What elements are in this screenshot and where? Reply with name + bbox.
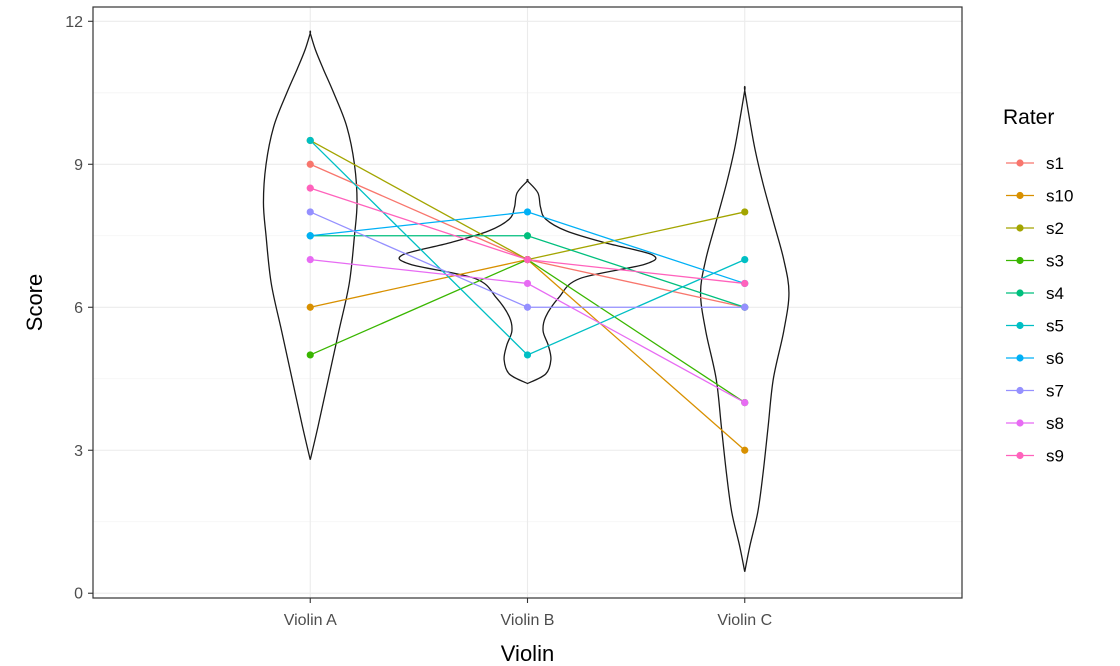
legend-key-point-s3 [1016,256,1024,265]
legend-key-point-s10 [1016,191,1024,200]
legend-label-s7: s7 [1046,382,1064,401]
violins [262,30,790,572]
x-tick-label: Violin C [717,612,772,629]
y-tick-label: 3 [74,443,83,460]
legend-label-s6: s6 [1046,349,1064,368]
data-point-s8-2 [523,279,532,288]
data-point-s6-1 [306,232,314,240]
data-point-s8-3 [741,398,749,407]
violin-violin-c [699,85,790,572]
legend-label-s2: s2 [1046,219,1064,238]
data-point-s9-2 [523,256,532,264]
legend-key-point-s1 [1016,159,1024,167]
data-point-s6-2 [523,208,532,216]
data-point-s10-1 [306,303,314,311]
y-tick-label: 0 [74,586,83,603]
legend-label-s9: s9 [1046,447,1064,466]
legend-key-point-s7 [1016,386,1024,395]
data-point-s7-3 [741,303,749,311]
data-point-s4-2 [523,232,532,240]
data-point-s7-1 [306,208,314,216]
legend-label-s10: s10 [1046,187,1073,206]
axes: 0 3 6 9 12 Violin A Violin B Violin C [65,14,772,629]
data-point-s5-3 [741,256,749,264]
legend-key-point-s5 [1016,321,1024,330]
data-point-s9-1 [306,184,314,192]
grid [93,7,962,598]
y-tick-label: 6 [74,300,83,317]
legend-key-point-s2 [1016,224,1024,232]
legend: Rater s1 s10 s2 s3 s4 s5 s6 s7 s8 s9 [1003,106,1073,466]
x-tick-label: Violin B [501,612,555,629]
violin-violin-a [262,30,358,460]
legend-label-s3: s3 [1046,252,1064,271]
legend-key-point-s6 [1016,354,1024,362]
legend-label-s8: s8 [1046,414,1064,433]
data-point-s1-1 [306,160,314,168]
legend-key-point-s8 [1016,419,1024,427]
legend-label-s4: s4 [1046,284,1064,303]
y-axis-title: Score [22,274,47,331]
data-point-s5-1 [306,136,314,145]
data-point-s9-3 [741,279,749,288]
data-point-s3-1 [306,351,314,359]
data-point-s10-3 [741,446,749,454]
x-tick-label: Violin A [284,612,337,629]
legend-label-s5: s5 [1046,317,1064,336]
legend-key-point-s4 [1016,289,1024,297]
legend-label-s1: s1 [1046,154,1064,173]
legend-title: Rater [1003,106,1054,129]
violin-violin-b [398,178,657,385]
data-point-s5-2 [523,351,532,359]
data-point-s2-3 [741,208,749,216]
data-point-s7-2 [523,303,532,311]
y-tick-label: 9 [74,157,83,174]
y-tick-label: 12 [65,14,83,31]
legend-key-point-s9 [1016,451,1024,460]
series-points [306,136,749,454]
data-point-s8-1 [306,256,314,264]
x-axis-title: Violin [501,641,554,666]
